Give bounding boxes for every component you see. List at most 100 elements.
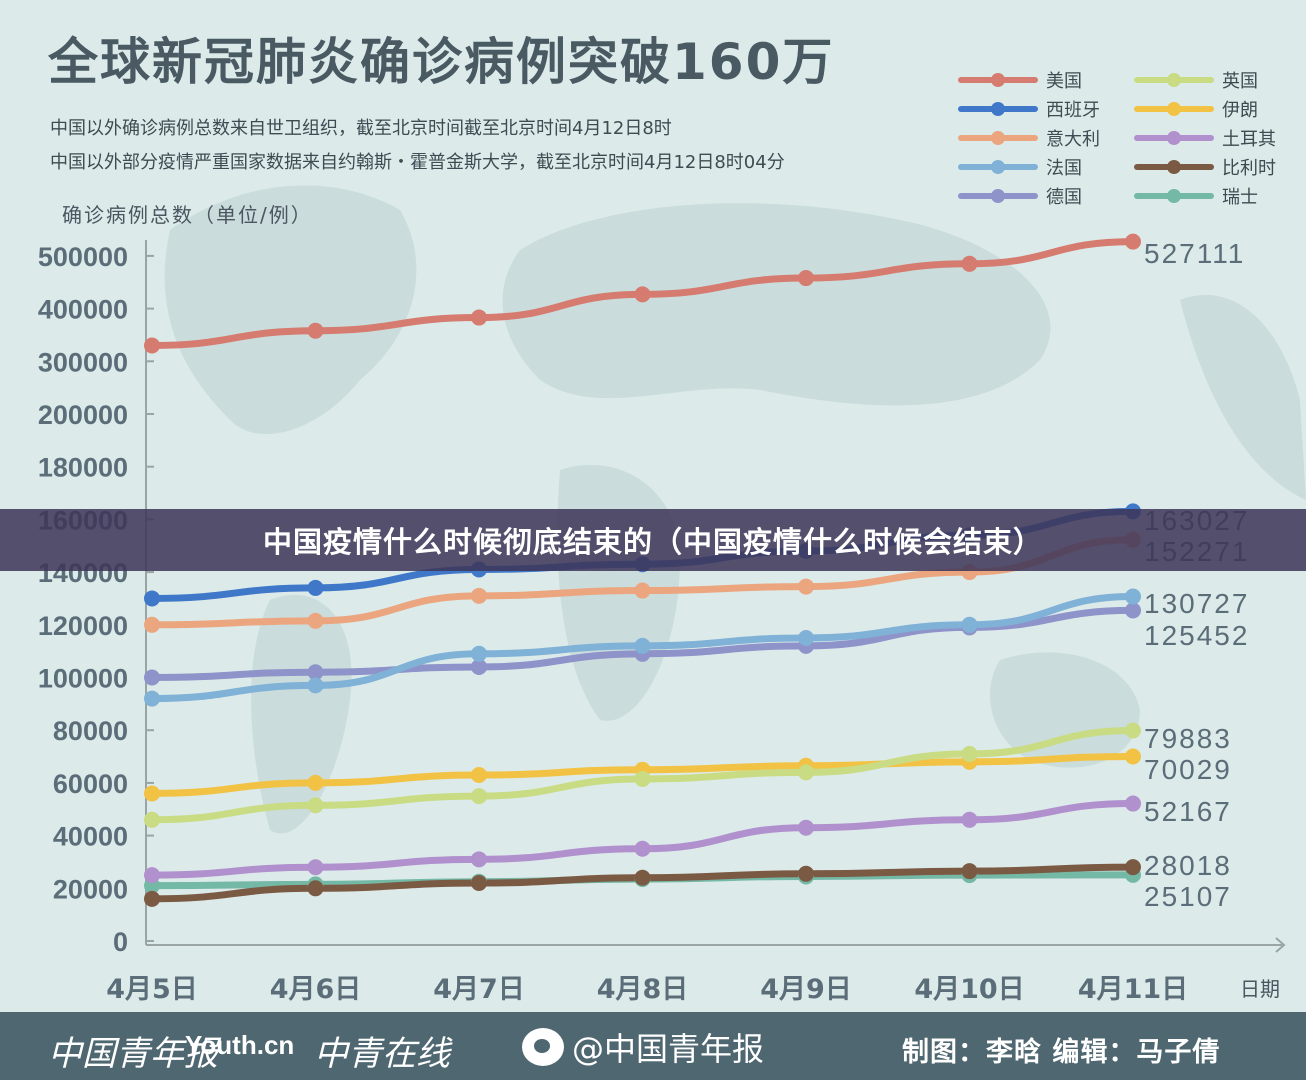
data-point	[144, 616, 160, 633]
data-point	[634, 770, 651, 787]
end-value-label: 25107	[1144, 881, 1232, 912]
legend-label: 英国	[1222, 71, 1258, 92]
data-point	[144, 669, 160, 686]
banner-text: 中国疫情什么时候彻底结束的（中国疫情什么时候会结束）	[262, 525, 1043, 559]
y-tick-label: 80000	[53, 716, 128, 746]
data-point	[798, 865, 814, 882]
legend-item: 伊朗	[1134, 97, 1258, 121]
legend-item: 瑞士	[1134, 184, 1258, 208]
data-point	[798, 578, 814, 595]
data-point	[634, 286, 651, 303]
end-value-label: 130727	[1144, 588, 1249, 619]
data-point	[307, 859, 324, 876]
overlay-banner[interactable]: 中国疫情什么时候彻底结束的（中国疫情什么时候会结束）	[0, 509, 1306, 571]
data-point	[798, 270, 814, 287]
y-tick-label: 20000	[53, 874, 128, 904]
data-point	[144, 690, 160, 707]
data-point	[1125, 588, 1141, 605]
data-point	[634, 840, 651, 857]
data-point	[798, 819, 814, 836]
data-point	[1125, 748, 1141, 765]
y-tick-label: 180000	[38, 453, 128, 483]
data-point	[634, 637, 651, 654]
chart-subtitle-1: 中国以外确诊病例总数来自世卫组织，截至北京时间截至北京时间4月12日8时	[50, 118, 672, 139]
end-value-label: 79883	[1144, 723, 1232, 754]
data-point	[634, 869, 651, 886]
weibo-text: @中国青年报	[572, 1030, 765, 1068]
data-point	[144, 867, 160, 884]
legend-swatch	[1134, 131, 1214, 145]
end-value-label: 28018	[1144, 850, 1232, 881]
legend-label: 比利时	[1222, 158, 1276, 179]
data-point	[471, 788, 487, 805]
x-axis-title: 日期	[1240, 977, 1280, 1001]
data-point	[1125, 795, 1141, 812]
legend-swatch	[1134, 160, 1214, 174]
legend-item: 意大利	[958, 126, 1100, 150]
data-point	[961, 255, 978, 272]
data-point	[471, 766, 487, 783]
data-point	[307, 677, 324, 694]
data-point	[961, 863, 978, 880]
legend-label: 德国	[1046, 187, 1082, 208]
youth-cn-logo: Youth.cn	[185, 1030, 295, 1060]
credits: 制图：李晗 编辑：马子倩	[902, 1037, 1221, 1068]
data-point	[961, 616, 978, 633]
legend-item: 法国	[958, 155, 1082, 179]
legend-item: 英国	[1134, 68, 1258, 92]
data-point	[307, 664, 324, 681]
data-point	[307, 797, 324, 814]
legend-label: 伊朗	[1222, 100, 1258, 121]
y-tick-label: 120000	[38, 611, 128, 641]
data-point	[961, 745, 978, 762]
data-point	[1125, 722, 1141, 739]
data-point	[144, 811, 160, 828]
data-point	[307, 880, 324, 897]
data-point	[471, 851, 487, 868]
data-point	[144, 337, 160, 354]
x-axis-arrow-icon	[1275, 937, 1286, 953]
data-point	[307, 579, 324, 596]
y-tick-label: 100000	[38, 664, 128, 694]
legend-swatch	[1134, 73, 1214, 87]
data-point	[144, 590, 160, 607]
y-tick-label: 500000	[38, 242, 128, 272]
data-point	[144, 890, 160, 907]
data-point	[1125, 602, 1141, 619]
legend-swatch	[958, 73, 1038, 87]
y-tick-label: 300000	[38, 347, 128, 377]
weibo-handle: @中国青年报	[522, 1024, 764, 1070]
x-tick-label: 4月7日	[433, 974, 525, 1005]
data-point	[634, 582, 651, 599]
legend-label: 瑞士	[1222, 187, 1258, 208]
y-tick-label: 200000	[38, 400, 128, 430]
x-tick-label: 4月5日	[106, 974, 198, 1005]
y-tick-label: 400000	[38, 295, 128, 325]
data-point	[144, 785, 160, 802]
end-value-label: 52167	[1144, 796, 1232, 827]
y-tick-label: 60000	[53, 769, 128, 799]
legend-swatch	[958, 189, 1038, 203]
legend-label: 意大利	[1046, 129, 1100, 150]
data-point	[307, 774, 324, 791]
end-value-label: 70029	[1144, 754, 1232, 785]
x-tick-label: 4月11日	[1078, 974, 1188, 1005]
zqzx-logo: 中青在线	[314, 1034, 450, 1074]
legend-label: 西班牙	[1046, 100, 1100, 121]
legend-swatch	[958, 102, 1038, 116]
data-point	[961, 811, 978, 828]
legend-label: 土耳其	[1222, 129, 1276, 150]
legend-item: 土耳其	[1134, 126, 1276, 150]
data-point	[471, 875, 487, 892]
legend-swatch	[1134, 102, 1214, 116]
data-point	[307, 612, 324, 629]
x-tick-label: 4月8日	[597, 974, 689, 1005]
end-value-label: 125452	[1144, 620, 1249, 651]
chart-title: 全球新冠肺炎确诊病例突破160万	[48, 33, 835, 91]
series-line-土耳其	[148, 800, 1137, 879]
data-point	[307, 322, 324, 339]
legend-item: 美国	[958, 68, 1082, 92]
data-point	[1125, 859, 1141, 876]
footer-bar: 中国青年报 Youth.cn 中青在线 @中国青年报 制图：李晗 编辑：马子倩	[0, 1012, 1306, 1080]
